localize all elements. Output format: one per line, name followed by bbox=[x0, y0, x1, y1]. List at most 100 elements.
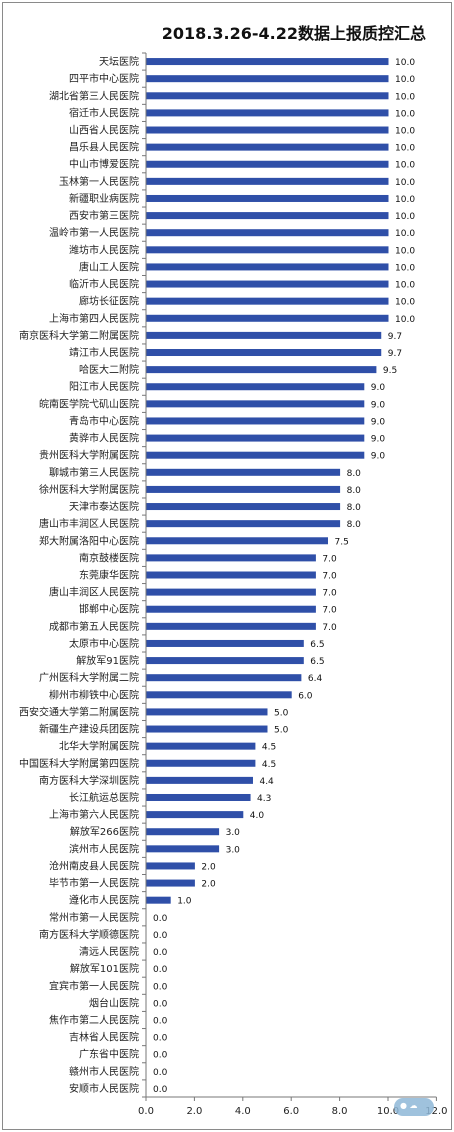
category-label: 柳州市柳铁中心医院 bbox=[49, 688, 139, 701]
value-label: 4.4 bbox=[259, 777, 274, 787]
value-label: 10.0 bbox=[395, 263, 415, 273]
value-label: 0.0 bbox=[153, 999, 168, 1009]
category-label: 太原市中心医院 bbox=[69, 637, 139, 650]
category-label: 徐州医科大学附属医院 bbox=[39, 483, 139, 496]
category-label: 南京医科大学第二附属医院 bbox=[19, 329, 139, 342]
category-label: 南方医科大学顺德医院 bbox=[39, 928, 139, 941]
value-label: 6.4 bbox=[308, 674, 323, 684]
category-label: 成都市第五人民医院 bbox=[49, 620, 139, 633]
category-label: 新疆职业病医院 bbox=[69, 192, 139, 205]
bar bbox=[146, 263, 389, 271]
value-label: 10.0 bbox=[395, 58, 415, 68]
bar bbox=[146, 503, 341, 511]
bar bbox=[146, 776, 253, 784]
category-label: 焦作市第二人民医院 bbox=[49, 1013, 139, 1026]
bar bbox=[146, 674, 302, 682]
x-tick-label: 6.0 bbox=[283, 1106, 299, 1117]
value-label: 2.0 bbox=[201, 880, 216, 890]
bar bbox=[146, 742, 256, 750]
category-label: 解放军91医院 bbox=[76, 654, 139, 667]
value-label: 7.0 bbox=[322, 589, 337, 599]
value-label: 4.5 bbox=[262, 760, 276, 770]
value-label: 9.0 bbox=[371, 400, 386, 410]
category-label: 唐山市丰润区人民医院 bbox=[39, 517, 139, 530]
watermark-logo: ● ☁ bbox=[394, 1098, 434, 1116]
value-label: 10.0 bbox=[395, 75, 415, 85]
bar bbox=[146, 177, 389, 185]
value-label: 0.0 bbox=[153, 914, 168, 924]
category-label: 聊城市第三人民医院 bbox=[49, 466, 139, 479]
category-label: 长江航运总医院 bbox=[69, 791, 139, 804]
category-label: 广东省中医院 bbox=[79, 1048, 139, 1061]
value-label: 7.0 bbox=[322, 572, 337, 582]
value-label: 0.0 bbox=[153, 1034, 168, 1044]
bar bbox=[146, 879, 195, 887]
bar bbox=[146, 297, 389, 305]
bar bbox=[146, 605, 316, 613]
value-label: 0.0 bbox=[153, 965, 168, 975]
bar bbox=[146, 537, 328, 545]
bar bbox=[146, 434, 365, 442]
category-label: 温岭市第一人民医院 bbox=[49, 226, 139, 239]
value-label: 10.0 bbox=[395, 229, 415, 239]
x-tick-label: 8.0 bbox=[332, 1106, 348, 1117]
category-label: 南京鼓楼医院 bbox=[79, 551, 139, 564]
x-tick-label: 0.0 bbox=[138, 1106, 154, 1117]
bar bbox=[146, 126, 389, 134]
category-label: 玉林第一人民医院 bbox=[59, 175, 139, 188]
value-label: 9.5 bbox=[383, 366, 397, 376]
value-label: 10.0 bbox=[395, 144, 415, 154]
category-label: 遵化市人民医院 bbox=[69, 894, 139, 907]
bar bbox=[146, 194, 389, 202]
bar bbox=[146, 331, 382, 339]
bar bbox=[146, 485, 341, 493]
bar bbox=[146, 280, 389, 288]
value-label: 9.7 bbox=[388, 332, 402, 342]
value-label: 0.0 bbox=[153, 1051, 168, 1061]
category-label: 湖北省第三人民医院 bbox=[49, 89, 139, 102]
bar bbox=[146, 451, 365, 459]
value-label: 8.0 bbox=[347, 520, 362, 530]
value-label: 3.0 bbox=[226, 828, 241, 838]
category-label: 廊坊长征医院 bbox=[79, 295, 139, 308]
value-label: 0.0 bbox=[153, 948, 168, 958]
bar bbox=[146, 708, 268, 716]
category-label: 沧州南皮县人民医院 bbox=[49, 859, 139, 872]
bar bbox=[146, 725, 268, 733]
x-tick-label: 2.0 bbox=[186, 1106, 202, 1117]
value-label: 9.0 bbox=[371, 435, 386, 445]
category-label: 潍坊市人民医院 bbox=[69, 243, 139, 256]
category-label: 宿迁市人民医院 bbox=[69, 106, 139, 119]
value-label: 4.3 bbox=[257, 794, 271, 804]
bar bbox=[146, 828, 220, 836]
bar bbox=[146, 622, 316, 630]
bar bbox=[146, 383, 365, 391]
category-label: 哈医大二附院 bbox=[79, 363, 139, 376]
bar bbox=[146, 400, 365, 408]
value-label: 0.0 bbox=[153, 1068, 168, 1078]
value-label: 10.0 bbox=[395, 298, 415, 308]
category-label: 解放军266医院 bbox=[70, 825, 139, 838]
value-label: 9.0 bbox=[371, 383, 386, 393]
category-label: 郑大附属洛阳中心医院 bbox=[39, 534, 139, 547]
bar bbox=[146, 366, 377, 374]
bar bbox=[146, 862, 195, 870]
value-label: 6.5 bbox=[310, 640, 324, 650]
category-label: 中国医科大学附属第四医院 bbox=[19, 757, 139, 770]
value-label: 2.0 bbox=[201, 862, 216, 872]
category-label: 常州市第一人民医院 bbox=[49, 911, 139, 924]
value-label: 10.0 bbox=[395, 195, 415, 205]
bar bbox=[146, 468, 341, 476]
category-label: 东莞康华医院 bbox=[79, 569, 139, 582]
bar bbox=[146, 212, 389, 220]
category-label: 中山市博爱医院 bbox=[69, 158, 139, 171]
value-label: 10.0 bbox=[395, 92, 415, 102]
category-label: 西安市第三医院 bbox=[69, 209, 139, 222]
value-label: 9.0 bbox=[371, 452, 386, 462]
category-label: 贵州医科大学附属医院 bbox=[39, 449, 139, 462]
value-label: 7.0 bbox=[322, 606, 337, 616]
category-label: 四平市中心医院 bbox=[69, 72, 139, 85]
bar bbox=[146, 314, 389, 322]
